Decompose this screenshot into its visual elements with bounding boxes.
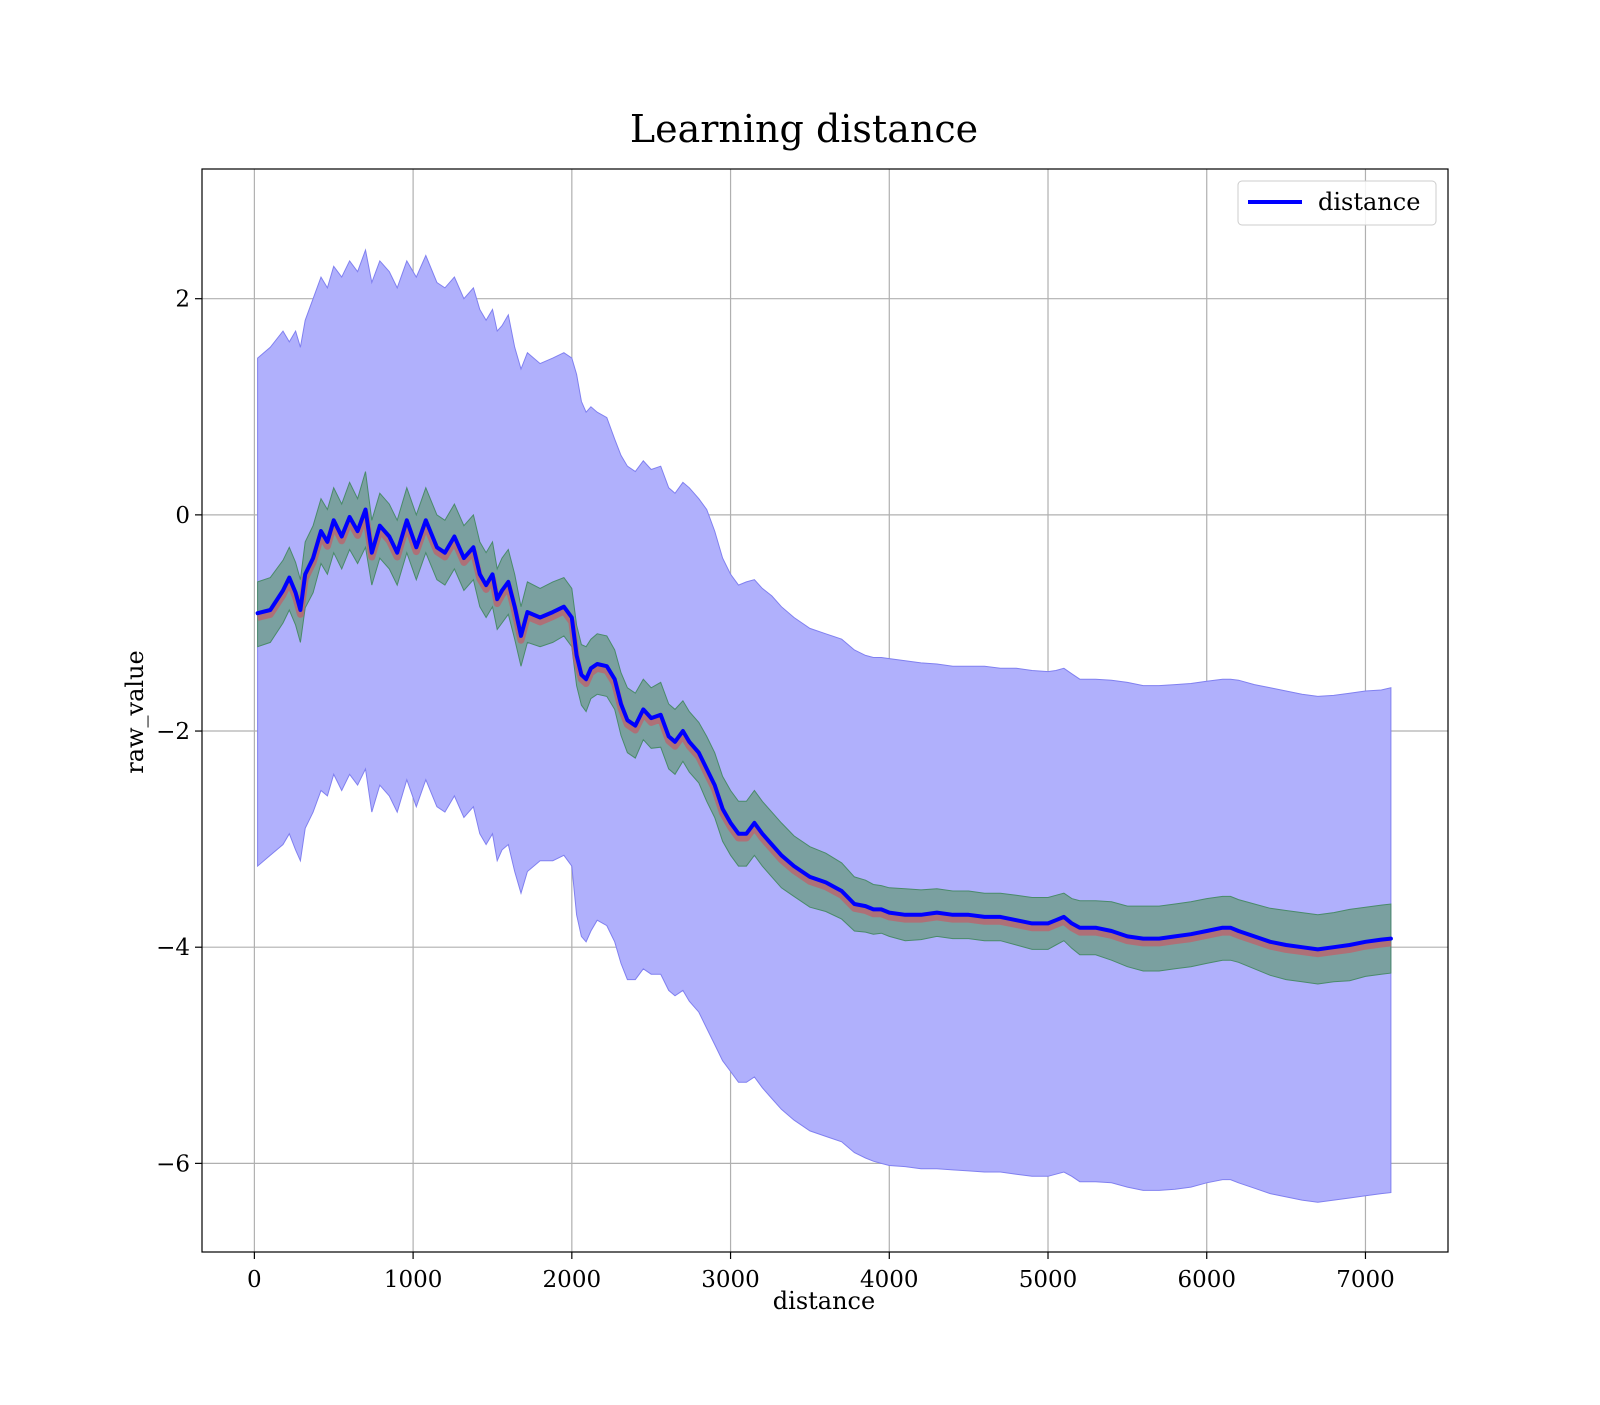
series-line-distance	[255, 507, 1393, 952]
x-axis-ticks: 0 1000 2000 3000 4000 5000 6000 7000	[247, 1252, 1395, 1293]
x-tick-label: 0	[247, 1267, 262, 1293]
x-tick-label: 5000	[1019, 1267, 1078, 1293]
y-tick-label: 0	[175, 503, 190, 529]
x-tick-label: 7000	[1336, 1267, 1395, 1293]
x-tick-label: 4000	[860, 1267, 919, 1293]
x-tick-label: 2000	[543, 1267, 602, 1293]
x-tick-label: 1000	[384, 1267, 443, 1293]
chart-title: Learning distance	[630, 107, 978, 151]
inner-band	[257, 471, 1392, 985]
x-axis-label: distance	[773, 1287, 875, 1315]
y-tick-label: −6	[156, 1151, 190, 1177]
y-axis-label: raw_value	[121, 650, 149, 774]
outer-band	[257, 248, 1392, 1203]
legend: distance	[1237, 180, 1437, 226]
x-tick-label: 6000	[1177, 1267, 1236, 1293]
y-tick-label: 2	[175, 287, 190, 313]
series-lines	[255, 507, 1393, 958]
x-tick-label: 3000	[701, 1267, 760, 1293]
confidence-bands	[257, 248, 1392, 1203]
y-tick-label: −4	[156, 935, 190, 961]
legend-box	[1237, 180, 1437, 226]
plot-frame	[201, 168, 1449, 1253]
y-tick-label: −2	[156, 719, 190, 745]
y-axis-ticks: 2 0 −2 −4 −6	[156, 287, 202, 1177]
legend-label-distance: distance	[1318, 188, 1420, 216]
